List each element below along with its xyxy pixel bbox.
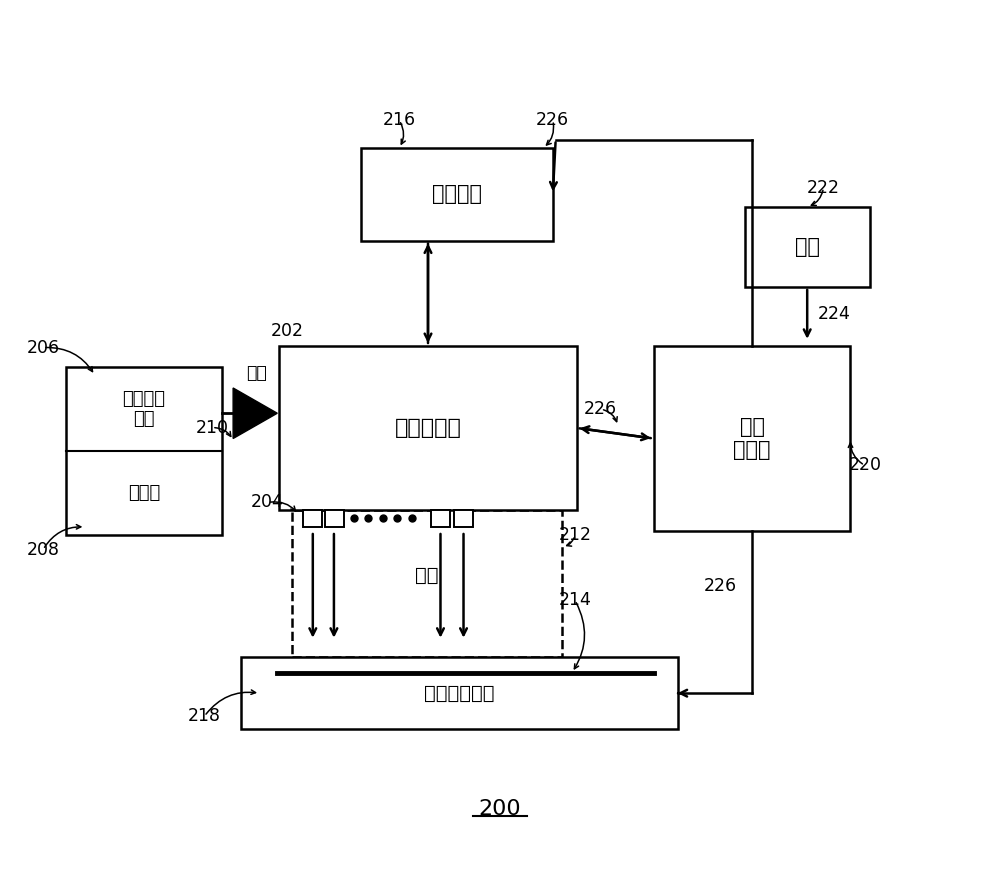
Text: 储存器: 储存器 [128, 484, 160, 503]
Bar [654, 346, 850, 531]
Bar [303, 510, 322, 527]
Text: 介质传送组件: 介质传送组件 [424, 684, 494, 702]
Text: 226: 226 [584, 400, 617, 418]
Bar [431, 510, 450, 527]
Bar [292, 510, 562, 658]
Text: 214: 214 [558, 591, 591, 610]
Text: 226: 226 [536, 111, 569, 129]
Bar [325, 510, 344, 527]
Text: 216: 216 [383, 111, 416, 129]
Text: 218: 218 [188, 708, 221, 725]
Text: 墨水供给
组件: 墨水供给 组件 [122, 389, 165, 429]
Text: 202: 202 [270, 322, 303, 339]
Text: 墨滴: 墨滴 [415, 566, 439, 585]
Text: 206: 206 [26, 339, 60, 357]
Bar [454, 510, 473, 527]
Text: 电子
控制器: 电子 控制器 [733, 417, 771, 460]
Text: 墨水: 墨水 [246, 364, 267, 381]
Text: 204: 204 [251, 494, 284, 511]
Text: 212: 212 [558, 526, 591, 545]
Text: 210: 210 [196, 418, 228, 437]
Text: 200: 200 [479, 799, 521, 819]
Bar [745, 207, 870, 287]
Bar [361, 148, 553, 240]
Polygon shape [233, 388, 277, 438]
Text: 主机: 主机 [795, 237, 820, 257]
Text: 222: 222 [807, 179, 840, 196]
Text: 安装组件: 安装组件 [432, 184, 482, 204]
Text: 220: 220 [848, 456, 881, 474]
Text: 打印杆组件: 打印杆组件 [395, 418, 461, 438]
Text: 226: 226 [704, 577, 737, 595]
Text: 208: 208 [27, 540, 60, 559]
Bar [241, 658, 678, 729]
Bar [66, 367, 222, 535]
Bar [279, 346, 577, 510]
Text: 224: 224 [818, 305, 851, 323]
